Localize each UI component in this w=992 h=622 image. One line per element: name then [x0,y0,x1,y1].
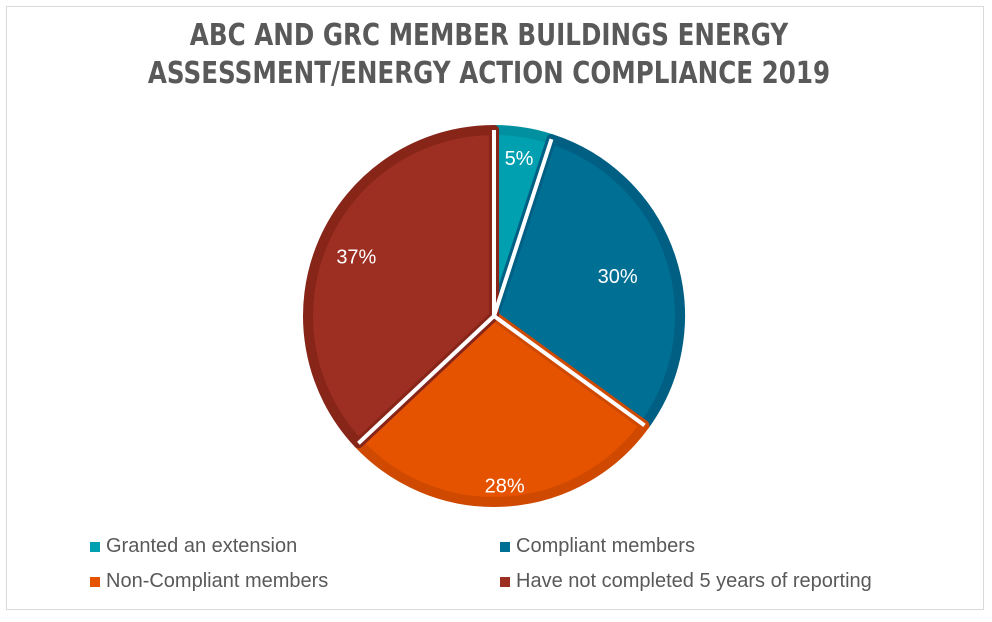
slice-separator [492,314,646,427]
legend-label: Non-Compliant members [106,570,329,592]
legend-item-compliant: Compliant members [500,535,695,558]
pie-slice-compliant [489,134,685,431]
legend-swatch [90,576,100,587]
data-label-not-completed: 37% [336,246,376,268]
chart-title-line-2: ASSESSMENT/ENERGY ACTION COMPLIANCE 2019 [147,56,831,91]
legend-item-not-completed: Have not completed 5 years of reporting [500,570,872,593]
legend-swatch [500,576,510,587]
data-label-granted-extension: 5% [505,148,534,170]
pie-slice-non-compliant [353,311,650,507]
legend-label: Have not completed 5 years of reporting [516,570,872,592]
legend-item-granted-extension: Granted an extension [90,535,297,558]
slice-separator [357,314,496,445]
legend-label: Compliant members [516,535,695,557]
legend-item-non-compliant: Non-Compliant members [90,570,328,593]
chart-title-line-1: ABC AND GRC MEMBER BUILDINGS ENERGY [189,18,789,53]
slice-separator [492,138,554,317]
data-label-compliant: 30% [598,266,638,288]
pie-slice-not-completed [303,125,499,449]
legend-swatch [500,541,510,552]
legend-label: Granted an extension [106,535,298,557]
legend-swatch [90,541,100,552]
data-label-non-compliant: 28% [485,476,525,498]
